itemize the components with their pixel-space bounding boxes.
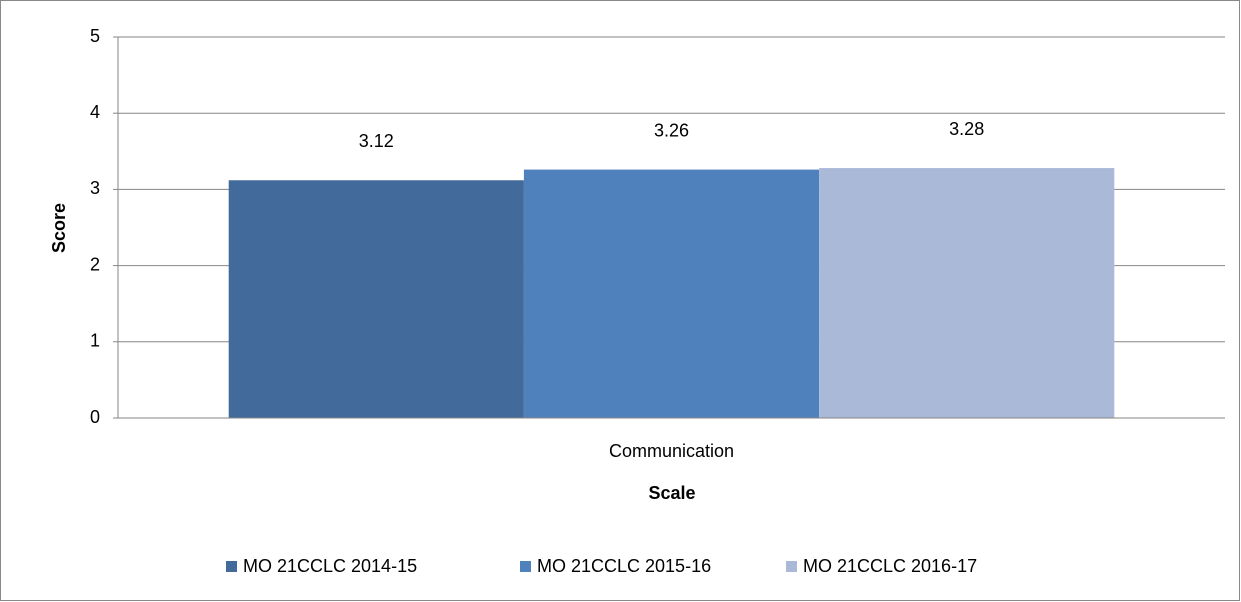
legend-swatch [786, 561, 797, 572]
bar [523, 169, 820, 418]
bar [819, 168, 1115, 418]
legend-label: MO 21CCLC 2014-15 [243, 556, 417, 576]
value-label: 3.28 [949, 119, 984, 139]
y-tick-label: 3 [90, 178, 100, 198]
legend-label: MO 21CCLC 2015-16 [537, 556, 711, 576]
legend-swatch [226, 561, 237, 572]
legend-swatch [520, 561, 531, 572]
bar [228, 180, 524, 418]
y-tick-label: 0 [90, 407, 100, 427]
y-tick-label: 2 [90, 254, 100, 274]
y-tick-label: 5 [90, 26, 100, 46]
y-tick-label: 1 [90, 331, 100, 351]
value-label: 3.26 [654, 120, 689, 140]
x-axis-label: Scale [648, 483, 695, 503]
y-axis-label: Score [49, 203, 69, 253]
x-tick-label: Communication [609, 441, 734, 461]
legend-label: MO 21CCLC 2016-17 [803, 556, 977, 576]
y-tick-label: 4 [90, 102, 100, 122]
value-label: 3.12 [359, 131, 394, 151]
